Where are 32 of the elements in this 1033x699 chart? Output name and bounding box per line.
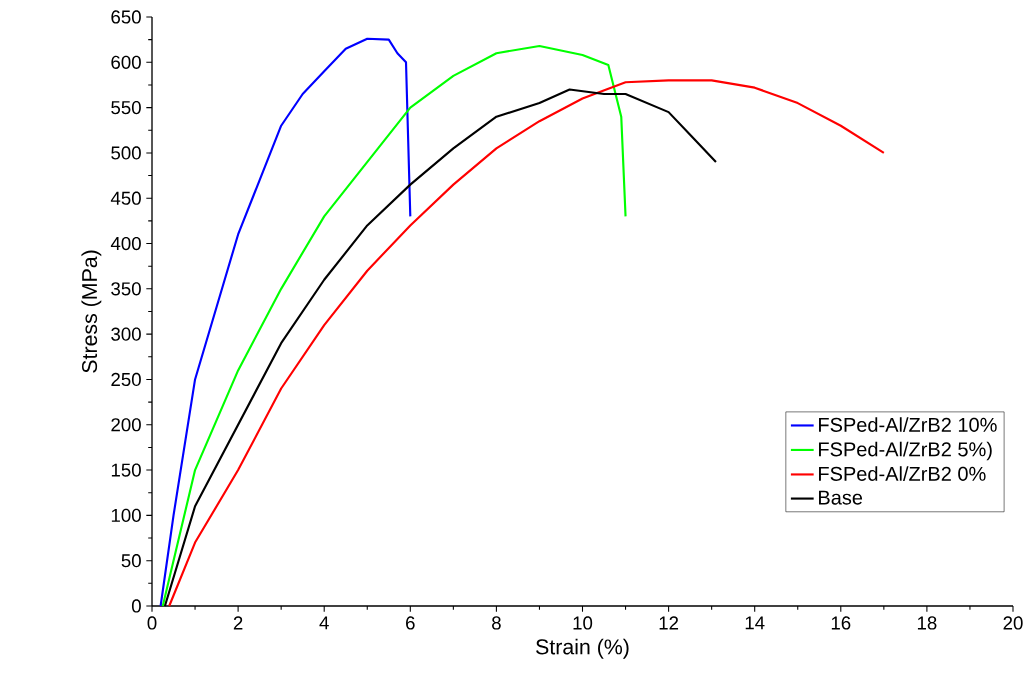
y-tick-label: 650 [111, 10, 141, 24]
x-tick-label: 4 [319, 616, 329, 630]
y-tick-label: 450 [110, 191, 141, 205]
line-series [159, 37, 412, 608]
x-tick-label: 20 [1003, 616, 1023, 630]
y-tick-label: 350 [111, 282, 141, 296]
y-tick-label: 400 [110, 236, 141, 251]
y-tick-label: 150 [111, 463, 141, 477]
x-tick-label: 16 [831, 616, 851, 630]
legend-label: FSPed-Al/ZrB2 5%) [819, 441, 992, 461]
y-tick-label: 100 [111, 508, 141, 522]
y-tick-label: 500 [111, 146, 141, 160]
y-axis-title: Stress (MPa) [81, 250, 102, 373]
x-tick-label: 0 [147, 616, 157, 630]
y-tick-label: 200 [111, 418, 141, 432]
x-tick-label: 6 [406, 616, 415, 630]
x-tick-label: 14 [745, 616, 765, 630]
x-tick-label: 2 [233, 616, 243, 630]
y-tick-label: 600 [111, 55, 141, 69]
y-tick-label: 250 [111, 372, 141, 387]
legend-label: Base [819, 490, 863, 505]
y-tick-label: 300 [111, 327, 141, 341]
y-tick-label: 0 [131, 599, 141, 613]
x-tick-label: 8 [492, 616, 501, 630]
x-tick-label: 12 [659, 616, 679, 630]
x-tick-label: 18 [917, 616, 937, 630]
legend-label: FSPed-Al/ZrB2 10% [819, 417, 997, 432]
legend-label: FSPed-Al/ZrB2 0% [819, 466, 986, 481]
x-axis-title: Strain (%) [536, 638, 629, 659]
y-tick-label: 50 [121, 554, 141, 568]
y-tick-label: 550 [111, 100, 141, 115]
x-tick-label: 10 [573, 616, 593, 630]
